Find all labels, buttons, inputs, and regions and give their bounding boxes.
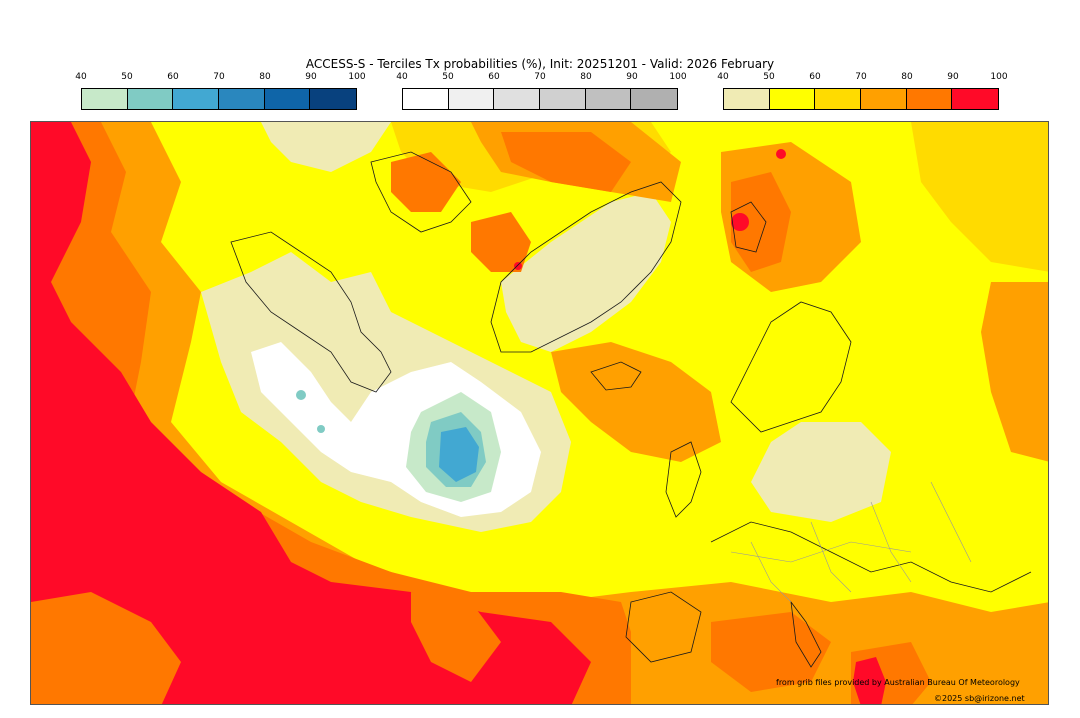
map-canvas (31, 122, 1048, 704)
legend-color-cell (494, 89, 541, 109)
country-borders (730, 481, 972, 603)
zone-light-orange-east (981, 282, 1048, 462)
zone-cream-greenland (501, 192, 671, 352)
legend-tick-label: 70 (213, 72, 225, 82)
zone-gold-east (911, 122, 1048, 272)
coastline-greenland (490, 181, 682, 353)
map-title: ACCESS-S - Terciles Tx probabilities (%)… (305, 57, 775, 71)
coastline-canada (230, 231, 392, 393)
border-line (750, 541, 792, 603)
coastline-iberia (625, 591, 702, 663)
legend-color-cell (540, 89, 586, 109)
zone-blue (439, 427, 479, 482)
zone-cream-europe (751, 422, 891, 522)
legend-ticks: 40 50 60 70 80 90 100 (717, 72, 1007, 84)
border-line (810, 521, 852, 593)
zone-light-orange-atlantic (551, 342, 721, 462)
legend-color-cell (769, 89, 816, 109)
legend-tick-label: 50 (121, 72, 133, 82)
coastline-svalbard (730, 201, 767, 253)
legend-tick-label: 100 (348, 72, 366, 82)
legend-color-cell (448, 89, 495, 109)
legend-colorbar (723, 88, 999, 110)
legend-colorbar (402, 88, 678, 110)
coastline-italy (790, 600, 822, 668)
legend-color-cell (631, 89, 678, 109)
zone-red-ocean (31, 122, 591, 704)
zone-orange-patch-south (31, 592, 181, 704)
coastline-iceland (590, 361, 642, 391)
legend-color-cell (310, 89, 357, 109)
zone-orange-med (711, 612, 831, 692)
legend-below-normal: 40 50 60 70 80 90 100 (75, 72, 366, 112)
zone-orange-greenland-coast (471, 212, 531, 272)
coastline-europe-north (710, 521, 1032, 593)
border-line (870, 501, 912, 583)
zone-red-med (853, 657, 886, 704)
legend-colorbar (81, 88, 357, 110)
legend-tick-label: 100 (990, 72, 1008, 82)
legend-ticks: 40 50 60 70 80 90 100 (75, 72, 365, 84)
coastline-britain (665, 441, 702, 518)
zone-red-spot (731, 213, 749, 231)
border-line (730, 541, 912, 563)
legend-tick-label: 80 (259, 72, 271, 82)
copyright-credit: ©2025 sb@irizone.net (934, 694, 1025, 703)
source-credit: from grib files provided by Australian B… (776, 678, 1020, 687)
legend-color-cell (219, 89, 265, 109)
zone-orange-patch-coast (411, 592, 501, 682)
legend-tick-label: 100 (669, 72, 687, 82)
legend-color-cell (127, 89, 174, 109)
coastlines (230, 151, 1032, 668)
legend-color-cell (861, 89, 907, 109)
legend-tick-label: 60 (488, 72, 500, 82)
legend-tick-label: 40 (75, 72, 87, 82)
border-line (930, 481, 972, 563)
legend-ticks: 40 50 60 70 80 90 100 (396, 72, 686, 84)
zone-red-spot (776, 149, 786, 159)
legend-tick-label: 80 (580, 72, 592, 82)
legend-above-normal: 40 50 60 70 80 90 100 (717, 72, 1008, 112)
legend-tick-label: 50 (442, 72, 454, 82)
legend-tick-label: 90 (947, 72, 959, 82)
legend-near-normal: 40 50 60 70 80 90 100 (396, 72, 687, 112)
legend-color-cell (585, 89, 632, 109)
legend-color-cell (815, 89, 862, 109)
legend-tick-label: 90 (305, 72, 317, 82)
zone-teal-dot (317, 425, 325, 433)
legend-color-cell (403, 89, 449, 109)
legend-tick-label: 90 (626, 72, 638, 82)
legend-tick-label: 50 (763, 72, 775, 82)
zone-orange-arctic (501, 132, 631, 192)
legend-color-cell (952, 89, 999, 109)
legend-color-cell (906, 89, 953, 109)
probability-map (30, 121, 1049, 705)
zone-red-spot (514, 262, 522, 270)
zone-cream-north (261, 122, 391, 172)
zone-orange-norway (731, 172, 791, 272)
zone-teal-dot (296, 390, 306, 400)
legend-color-cell (82, 89, 128, 109)
legend-tick-label: 70 (855, 72, 867, 82)
legend-color-cell (264, 89, 311, 109)
legend-tick-label: 40 (396, 72, 408, 82)
legend-tick-label: 70 (534, 72, 546, 82)
legend-color-cell (173, 89, 220, 109)
legend-tick-label: 80 (901, 72, 913, 82)
coastline-arctic-islands (370, 151, 472, 233)
coastline-scandinavia (730, 301, 852, 433)
legend-tick-label: 40 (717, 72, 729, 82)
legend-color-cell (724, 89, 770, 109)
legend-tick-label: 60 (167, 72, 179, 82)
zone-orange-canada (391, 152, 461, 212)
legend-tick-label: 60 (809, 72, 821, 82)
